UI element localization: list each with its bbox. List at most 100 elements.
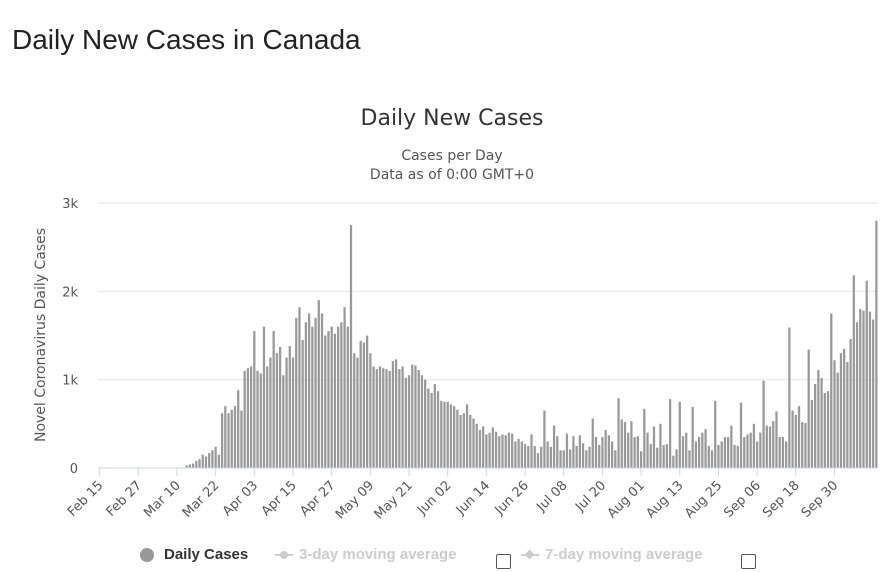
bar	[752, 423, 756, 468]
bar	[833, 360, 836, 468]
bar	[417, 369, 420, 468]
bar	[714, 400, 717, 468]
bar	[253, 331, 256, 468]
bar	[217, 454, 220, 468]
bar	[820, 377, 823, 468]
bar	[772, 421, 775, 468]
bar	[353, 353, 356, 468]
bar	[807, 349, 810, 468]
bar	[382, 368, 385, 468]
bar	[810, 399, 814, 468]
bar	[659, 423, 662, 468]
bar	[649, 444, 652, 468]
bar	[652, 426, 656, 468]
bar	[572, 436, 575, 468]
x-tick-label: Aug 01	[605, 478, 648, 521]
circle-marker-icon	[140, 547, 154, 562]
bar	[872, 319, 875, 468]
bar	[781, 437, 785, 468]
bar	[849, 339, 852, 468]
bar	[314, 317, 317, 468]
bar	[269, 357, 272, 468]
bar	[530, 434, 533, 468]
bar	[804, 422, 807, 468]
bar	[581, 443, 585, 468]
grid-lines	[98, 202, 878, 381]
x-tick-label: Sep 18	[760, 478, 803, 521]
x-tick-label: Aug 25	[682, 478, 725, 521]
x-tick-label: May 21	[372, 478, 416, 522]
bar	[185, 465, 188, 468]
bar	[675, 449, 678, 468]
bar	[430, 392, 433, 468]
bar	[388, 370, 391, 468]
bar	[865, 280, 868, 468]
bar	[643, 408, 646, 468]
bar	[630, 421, 633, 468]
bar	[607, 435, 610, 468]
bar	[472, 418, 475, 468]
bar	[201, 454, 204, 468]
bar	[237, 390, 240, 468]
legend-item-7-day-moving-average[interactable]: 7-day moving average	[521, 546, 703, 563]
bar	[220, 413, 224, 468]
y-axis-ticks: 0 1k 2k 3k	[62, 197, 78, 477]
bar	[823, 392, 826, 468]
3-day-average-checkbox[interactable]	[496, 554, 511, 569]
bar	[614, 450, 617, 468]
7-day-average-checkbox[interactable]	[741, 554, 756, 569]
bar	[208, 452, 211, 468]
bar	[691, 407, 694, 468]
bar	[694, 441, 698, 468]
bar	[672, 455, 675, 468]
bar	[195, 460, 198, 468]
bar	[688, 450, 691, 468]
bar	[443, 401, 446, 468]
bar	[681, 436, 685, 468]
bar	[491, 427, 494, 468]
bar	[340, 322, 343, 468]
x-tick-label: Apr 03	[220, 478, 261, 519]
bar	[775, 411, 778, 468]
bar	[436, 391, 440, 468]
bar	[230, 409, 233, 468]
bar	[256, 370, 259, 468]
legend-item-daily-cases[interactable]: Daily Cases	[140, 546, 248, 563]
bar	[868, 311, 872, 468]
bar	[440, 400, 443, 468]
bar	[843, 348, 846, 468]
legend-item-3-day-moving-average[interactable]: 3-day moving average	[275, 546, 457, 563]
bar	[604, 430, 607, 468]
bar	[788, 327, 791, 468]
x-tick-label: Mar 10	[141, 478, 184, 521]
bar	[459, 415, 462, 468]
bar	[327, 331, 330, 468]
y-tick-label: 1k	[62, 374, 78, 389]
bar	[685, 432, 688, 468]
bar	[337, 326, 340, 468]
x-tick-label: Jun 26	[492, 478, 532, 518]
bar	[543, 410, 546, 468]
bar	[839, 353, 843, 468]
bar	[266, 366, 269, 468]
x-tick-label: Jul 20	[572, 478, 609, 515]
bar	[233, 406, 237, 468]
line-marker-icon	[275, 550, 293, 559]
bar	[453, 406, 456, 468]
bar	[859, 309, 862, 468]
bar	[465, 404, 469, 468]
bar	[278, 346, 282, 468]
bar	[362, 342, 366, 468]
bar	[733, 445, 736, 468]
bar	[301, 339, 304, 468]
bar	[272, 331, 275, 468]
bars	[185, 220, 878, 468]
bar	[324, 335, 327, 468]
bar	[817, 369, 820, 468]
x-tick-label: Mar 22	[180, 478, 223, 521]
bar	[559, 450, 562, 468]
bar	[304, 322, 308, 468]
bar	[540, 446, 543, 468]
bar	[224, 406, 227, 468]
bar	[575, 445, 578, 468]
